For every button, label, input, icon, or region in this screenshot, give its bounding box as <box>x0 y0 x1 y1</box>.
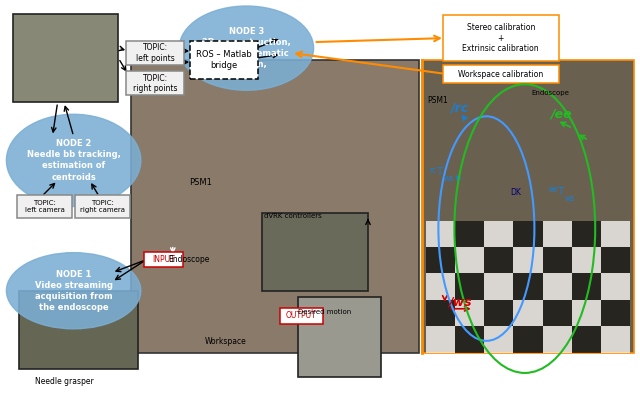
Text: Needle grasper: Needle grasper <box>35 377 94 386</box>
Text: Endoscope: Endoscope <box>531 90 569 96</box>
Bar <box>426 221 455 247</box>
Text: TOPIC:
left camera: TOPIC: left camera <box>25 200 65 213</box>
Text: Workspace calibration: Workspace calibration <box>458 70 543 79</box>
FancyBboxPatch shape <box>190 41 258 79</box>
Bar <box>572 326 601 353</box>
Text: NODE 1
Video streaming
acquisition from
the endoscope: NODE 1 Video streaming acquisition from … <box>35 269 113 312</box>
Bar <box>484 247 513 273</box>
Text: /ws: /ws <box>448 295 472 308</box>
Bar <box>513 221 543 247</box>
Text: TOPIC:
right points: TOPIC: right points <box>133 73 177 93</box>
Bar <box>262 213 368 291</box>
Text: TOPIC:
left points: TOPIC: left points <box>136 43 175 63</box>
Text: NODE 2
Needle bb tracking,
estimation of
centroids: NODE 2 Needle bb tracking, estimation of… <box>27 139 120 182</box>
FancyBboxPatch shape <box>75 195 130 218</box>
Text: DK: DK <box>511 188 522 197</box>
FancyBboxPatch shape <box>443 15 559 61</box>
Text: Workspace: Workspace <box>205 337 246 346</box>
Bar <box>572 300 601 326</box>
Bar <box>601 247 630 273</box>
Bar <box>513 326 543 353</box>
Bar <box>513 247 543 273</box>
Bar <box>484 300 513 326</box>
Bar <box>513 273 543 300</box>
Bar <box>426 300 455 326</box>
Bar <box>601 273 630 300</box>
Bar <box>455 273 484 300</box>
Bar <box>19 291 138 369</box>
Ellipse shape <box>6 114 141 207</box>
Bar <box>543 326 572 353</box>
Bar <box>455 300 484 326</box>
Text: T: T <box>436 168 443 177</box>
Bar <box>298 297 381 377</box>
Bar <box>426 247 455 273</box>
FancyBboxPatch shape <box>443 65 559 83</box>
Text: INPUT: INPUT <box>152 255 175 264</box>
FancyBboxPatch shape <box>144 252 183 267</box>
Bar <box>572 273 601 300</box>
Text: Stereo calibration
+
Extrinsic calibration: Stereo calibration + Extrinsic calibrati… <box>463 23 539 53</box>
Text: Endoscope: Endoscope <box>168 255 210 264</box>
Bar <box>455 221 484 247</box>
Text: dVRK controllers: dVRK controllers <box>264 213 321 219</box>
Text: rc: rc <box>429 166 436 175</box>
Ellipse shape <box>179 6 314 90</box>
Text: ws: ws <box>444 174 454 183</box>
Text: Desired motion: Desired motion <box>298 309 351 315</box>
Text: OUTPUT: OUTPUT <box>286 312 317 320</box>
Bar <box>601 221 630 247</box>
FancyBboxPatch shape <box>126 41 184 65</box>
Bar <box>455 326 484 353</box>
Bar <box>484 221 513 247</box>
Bar <box>484 273 513 300</box>
Bar <box>484 326 513 353</box>
Bar <box>601 326 630 353</box>
Bar <box>543 247 572 273</box>
FancyBboxPatch shape <box>126 71 184 95</box>
Bar <box>543 221 572 247</box>
Bar <box>13 14 118 102</box>
Text: NODE 3
3D reconstruction,
Inverse kinematic
solution,: NODE 3 3D reconstruction, Inverse kinema… <box>202 27 291 69</box>
Bar <box>572 247 601 273</box>
Bar <box>543 273 572 300</box>
Bar <box>572 221 601 247</box>
FancyBboxPatch shape <box>280 308 323 324</box>
Text: ws: ws <box>564 194 575 203</box>
Text: T: T <box>557 187 563 196</box>
Text: ROS – Matlab
bridge: ROS – Matlab bridge <box>196 51 252 70</box>
Text: /rc: /rc <box>451 102 468 115</box>
Bar <box>601 300 630 326</box>
Text: PSM1: PSM1 <box>428 96 448 105</box>
Text: ee: ee <box>548 185 557 194</box>
Bar <box>455 247 484 273</box>
Ellipse shape <box>6 253 141 329</box>
Text: TOPIC:
right camera: TOPIC: right camera <box>80 200 125 213</box>
Bar <box>426 273 455 300</box>
Bar <box>131 60 419 353</box>
Text: /ee: /ee <box>550 108 572 121</box>
FancyBboxPatch shape <box>17 195 72 218</box>
Bar <box>422 60 634 353</box>
Text: PSM1: PSM1 <box>189 178 212 187</box>
Bar <box>543 300 572 326</box>
Bar <box>513 300 543 326</box>
Bar <box>426 326 455 353</box>
